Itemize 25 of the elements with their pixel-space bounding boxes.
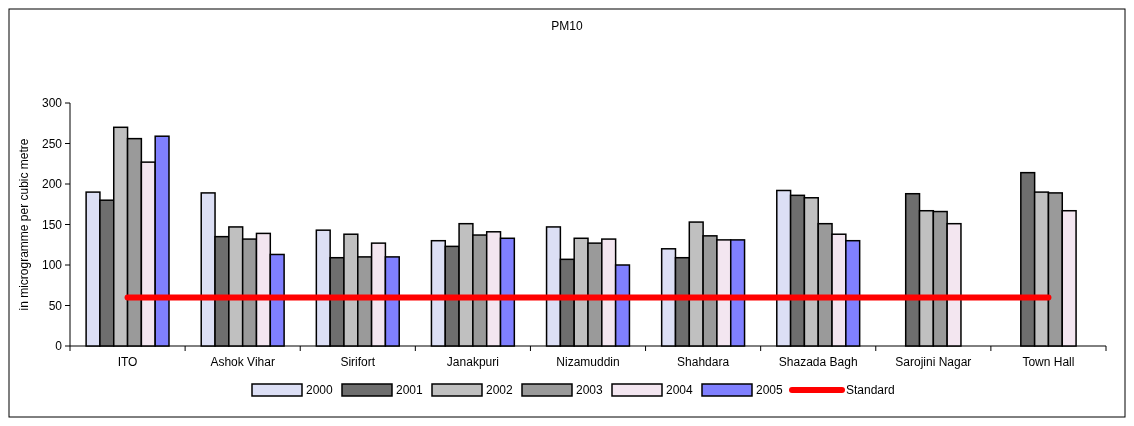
x-tick-label: Sirifort [340, 355, 376, 369]
y-tick-label: 100 [41, 258, 63, 273]
x-tick-label: Shahdara [677, 355, 730, 369]
y-tick-label: 250 [41, 136, 63, 151]
x-tick-label: Town Hall [1022, 355, 1075, 369]
legend-label: 2003 [576, 383, 604, 398]
y-tick-label: 200 [41, 177, 63, 192]
y-tick-label: 0 [55, 339, 63, 354]
legend-label: 2005 [756, 383, 784, 398]
x-tick-label: ITO [117, 355, 138, 369]
y-axis-title: in microgramme per cubic metre [17, 138, 31, 311]
x-tick-label: Ashok Vihar [210, 355, 275, 369]
x-tick-label: Janakpuri [446, 355, 499, 369]
y-tick-label: 150 [41, 217, 63, 232]
x-tick-label: Sarojini Nagar [895, 355, 972, 369]
legend-label: Standard [846, 383, 895, 398]
y-tick-label: 300 [41, 96, 63, 111]
y-tick-label: 50 [48, 298, 63, 313]
x-tick-label: Shazada Bagh [778, 355, 858, 369]
legend-label: 2002 [486, 383, 514, 398]
legend-label: 2001 [396, 383, 424, 398]
x-tick-label: Nizamuddin [556, 355, 620, 369]
legend-label: 2000 [306, 383, 334, 398]
chart-title: PM10 [551, 19, 583, 33]
legend-label: 2004 [666, 383, 694, 398]
